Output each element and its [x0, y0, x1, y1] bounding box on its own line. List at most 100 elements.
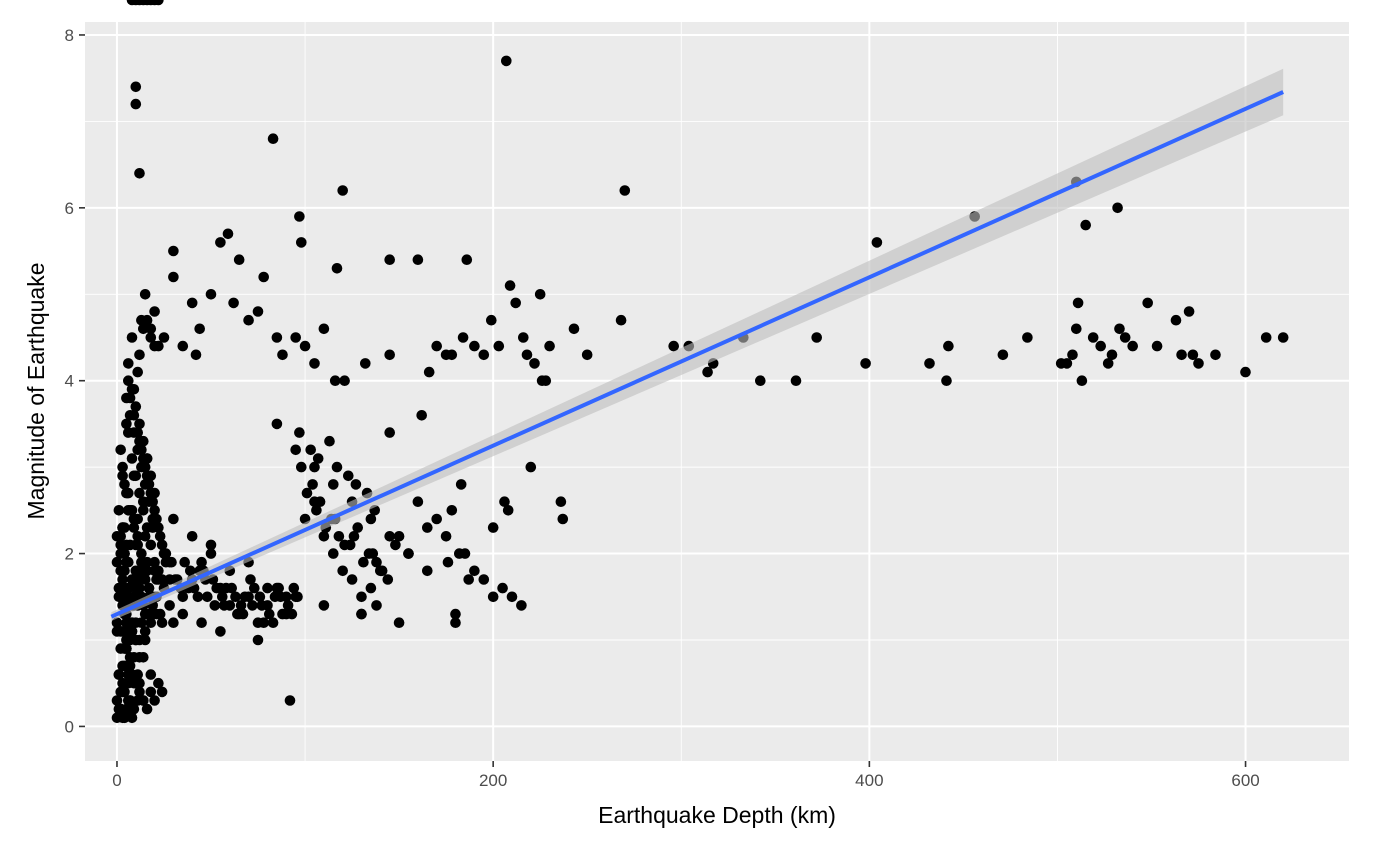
data-point: [121, 660, 132, 672]
data-point: [119, 548, 130, 559]
data-point: [145, 617, 157, 628]
data-point: [179, 556, 190, 568]
data-point: [1183, 306, 1195, 317]
data-point: [521, 349, 533, 361]
x-tick-label: 200: [479, 771, 507, 790]
data-point: [1112, 202, 1123, 214]
data-point: [1114, 323, 1125, 335]
data-point: [115, 703, 126, 715]
data-point: [331, 461, 343, 473]
data-point: [126, 332, 138, 343]
data-point: [164, 600, 175, 611]
data-point: [149, 556, 160, 568]
data-point: [117, 461, 128, 473]
data-point: [271, 418, 283, 430]
data-point: [702, 366, 713, 378]
data-point: [941, 375, 952, 387]
data-point: [151, 574, 162, 585]
data-point: [139, 574, 151, 585]
data-point: [239, 591, 251, 603]
data-point: [365, 582, 377, 594]
data-point: [504, 280, 516, 291]
data-point: [139, 479, 151, 490]
data-point: [469, 565, 480, 577]
data-point: [145, 669, 157, 680]
data-point: [371, 600, 382, 611]
data-point: [145, 470, 157, 482]
data-point: [312, 453, 324, 464]
data-point: [123, 358, 134, 369]
data-point: [431, 513, 443, 525]
data-point: [117, 470, 128, 482]
data-point: [281, 591, 292, 603]
data-point: [309, 358, 320, 369]
data-point: [299, 340, 311, 352]
data-points: [111, 0, 1289, 724]
data-point: [177, 608, 189, 620]
data-point: [215, 237, 226, 248]
data-point: [143, 582, 155, 594]
data-point: [337, 565, 349, 577]
data-point: [226, 582, 237, 594]
data-point: [1260, 332, 1272, 343]
data-point: [339, 539, 350, 551]
data-point: [615, 314, 627, 326]
data-point: [168, 513, 179, 525]
data-point: [478, 349, 490, 361]
data-point: [1151, 340, 1163, 352]
data-point: [156, 539, 168, 551]
data-point: [186, 297, 198, 309]
data-point: [423, 366, 435, 378]
data-point: [164, 574, 175, 585]
regression-line: [110, 90, 1284, 619]
data-point: [371, 556, 382, 568]
data-point: [305, 444, 317, 456]
data-point: [282, 600, 294, 611]
data-point: [267, 133, 279, 144]
data-point: [318, 531, 330, 542]
data-point: [134, 487, 145, 499]
data-point: [126, 574, 138, 585]
data-point: [147, 513, 158, 525]
data-point: [153, 340, 164, 352]
data-point: [288, 582, 300, 594]
data-point: [217, 591, 228, 603]
data-point: [1187, 349, 1199, 361]
data-point: [124, 626, 136, 637]
data-point: [154, 531, 166, 542]
data-point: [309, 461, 320, 473]
data-point: [328, 479, 339, 490]
data-point: [149, 306, 160, 317]
data-point: [350, 479, 362, 490]
data-point: [290, 444, 302, 456]
data-point: [185, 565, 196, 577]
data-point: [139, 531, 151, 542]
data-point: [1022, 332, 1033, 343]
data-point: [119, 686, 130, 698]
data-point: [358, 556, 369, 568]
y-tick-label: 8: [65, 26, 74, 45]
data-point: [235, 600, 247, 611]
data-point: [301, 487, 313, 499]
data-point: [145, 539, 157, 551]
data-point: [113, 591, 125, 603]
data-point: [134, 349, 145, 361]
data-point: [115, 444, 126, 456]
data-point: [1102, 358, 1114, 369]
data-point: [346, 574, 358, 585]
data-point: [111, 556, 123, 568]
data-point: [134, 652, 145, 663]
data-point: [126, 712, 138, 724]
data-point: [141, 522, 153, 533]
data-point: [192, 591, 204, 603]
data-point: [153, 0, 164, 6]
data-point: [149, 505, 160, 516]
data-point: [119, 479, 130, 490]
data-point: [228, 297, 239, 309]
data-point: [143, 608, 155, 620]
data-point: [153, 677, 164, 689]
regression-layer: [110, 68, 1284, 621]
data-point: [367, 548, 379, 559]
data-point: [222, 228, 234, 240]
data-point: [156, 686, 168, 698]
